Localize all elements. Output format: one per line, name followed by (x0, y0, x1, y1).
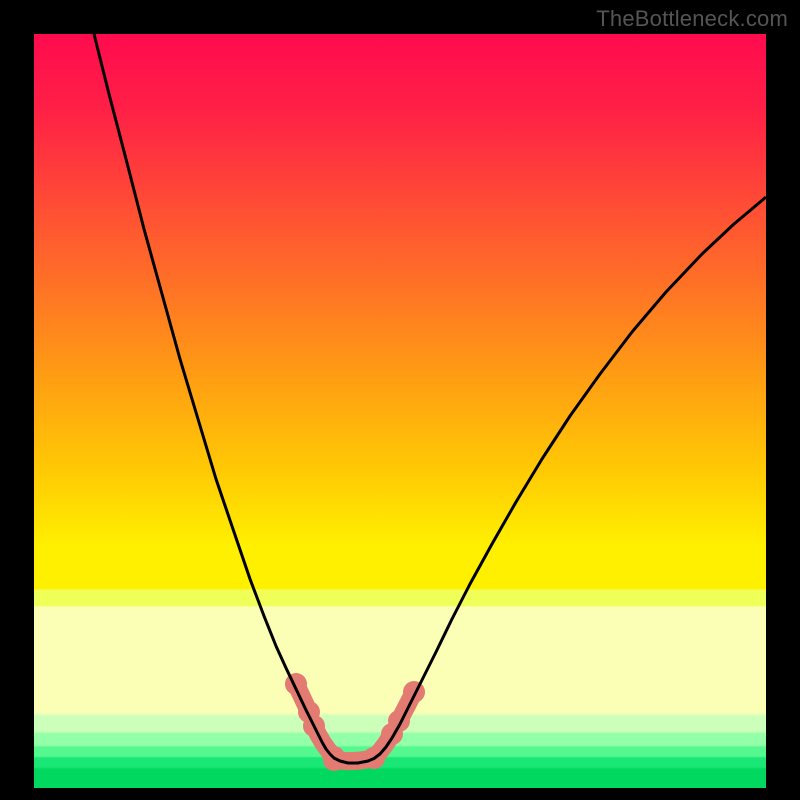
worm-endpoint (403, 681, 425, 703)
watermark-text: TheBottleneck.com (596, 6, 788, 32)
chart-container: TheBottleneck.com (0, 0, 800, 800)
gradient-background (34, 34, 766, 788)
chart-svg (0, 0, 800, 800)
